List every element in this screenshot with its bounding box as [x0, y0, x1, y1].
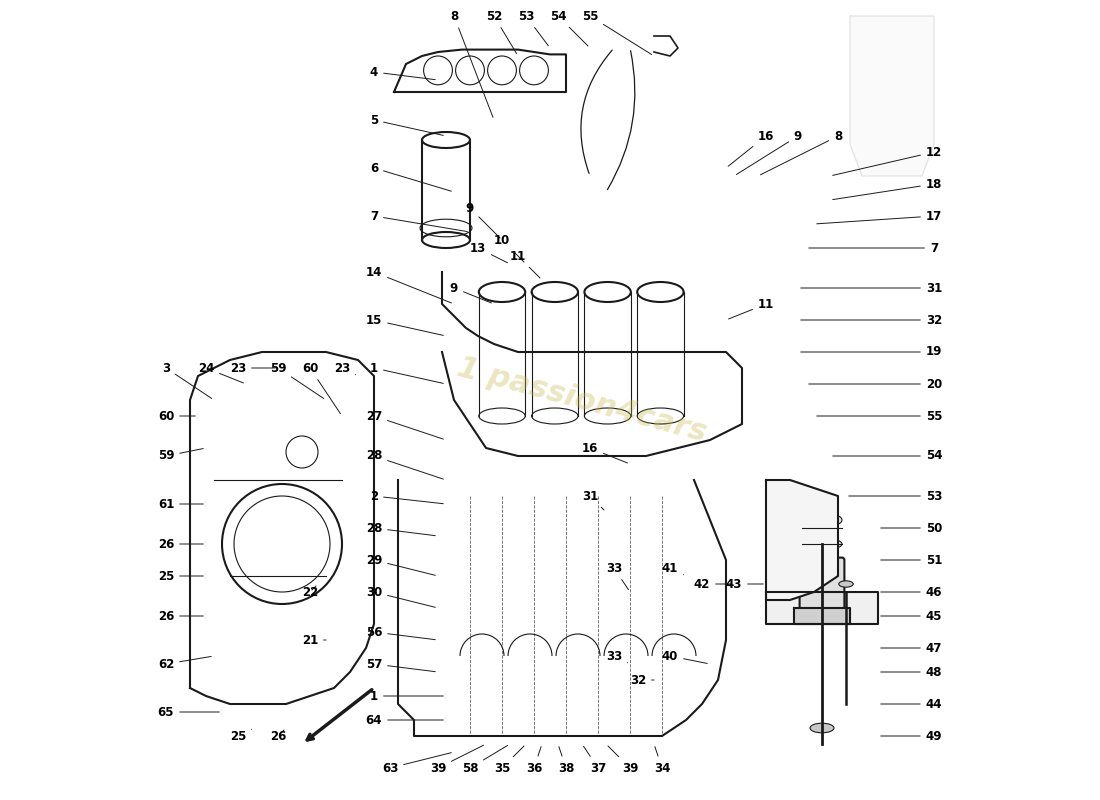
Text: 60: 60 — [157, 410, 195, 422]
Text: 7: 7 — [808, 242, 938, 254]
Text: 11: 11 — [510, 250, 540, 278]
Text: 33: 33 — [606, 650, 627, 662]
Text: 25: 25 — [157, 570, 204, 582]
Text: 2: 2 — [370, 490, 443, 504]
Text: 44: 44 — [881, 698, 943, 710]
Text: 28: 28 — [366, 522, 436, 536]
Text: 62: 62 — [157, 657, 211, 670]
Text: 48: 48 — [881, 666, 943, 678]
Text: 4: 4 — [370, 66, 436, 80]
Text: 1: 1 — [370, 690, 443, 702]
Text: 6: 6 — [370, 162, 451, 191]
Text: 54: 54 — [550, 10, 588, 46]
Text: 21: 21 — [301, 634, 326, 646]
Text: 20: 20 — [808, 378, 942, 390]
Text: 9: 9 — [466, 202, 500, 238]
Text: 45: 45 — [881, 610, 943, 622]
Text: 32: 32 — [630, 674, 654, 686]
Text: 29: 29 — [366, 554, 436, 575]
Text: 55: 55 — [582, 10, 651, 54]
Text: 33: 33 — [606, 562, 628, 590]
Text: 36: 36 — [526, 746, 542, 774]
Ellipse shape — [839, 581, 854, 587]
Text: 57: 57 — [366, 658, 436, 672]
Text: 16: 16 — [582, 442, 627, 463]
Text: 19: 19 — [801, 346, 943, 358]
Text: 52: 52 — [486, 10, 517, 54]
Polygon shape — [794, 608, 850, 624]
Text: 13: 13 — [470, 242, 507, 262]
Text: 9: 9 — [450, 282, 492, 303]
Text: 65: 65 — [157, 706, 219, 718]
Text: 26: 26 — [270, 730, 286, 742]
Text: 59: 59 — [157, 449, 204, 462]
Text: 58: 58 — [462, 746, 507, 774]
Text: 42: 42 — [694, 578, 732, 590]
Text: 1: 1 — [370, 362, 443, 383]
Text: 32: 32 — [801, 314, 942, 326]
Ellipse shape — [802, 538, 842, 550]
Polygon shape — [766, 592, 878, 624]
Text: 3: 3 — [162, 362, 211, 398]
Text: 9: 9 — [736, 130, 802, 174]
Text: 55: 55 — [817, 410, 943, 422]
Text: 31: 31 — [801, 282, 942, 294]
Text: 12: 12 — [833, 146, 942, 175]
Text: 31: 31 — [582, 490, 604, 510]
Text: 46: 46 — [881, 586, 943, 598]
Text: 16: 16 — [728, 130, 774, 166]
Text: 38: 38 — [558, 746, 574, 774]
Text: 47: 47 — [881, 642, 943, 654]
Text: 53: 53 — [518, 10, 548, 46]
Text: 39: 39 — [608, 746, 638, 774]
Text: 23: 23 — [334, 362, 355, 374]
Text: 28: 28 — [366, 450, 443, 479]
Polygon shape — [850, 16, 934, 176]
Text: 50: 50 — [881, 522, 943, 534]
Text: 10: 10 — [494, 234, 524, 262]
Text: 53: 53 — [849, 490, 943, 502]
Text: 30: 30 — [366, 586, 436, 607]
Text: 11: 11 — [728, 298, 774, 319]
Text: 35: 35 — [494, 746, 524, 774]
Text: 41: 41 — [662, 562, 683, 574]
Text: 43: 43 — [726, 578, 763, 590]
Text: 59: 59 — [270, 362, 323, 398]
Text: 26: 26 — [157, 610, 204, 622]
Text: 25: 25 — [230, 730, 252, 742]
Text: 54: 54 — [833, 450, 943, 462]
Text: 61: 61 — [157, 498, 204, 510]
Text: 24: 24 — [198, 362, 243, 383]
Text: 1 passion4cars: 1 passion4cars — [454, 353, 710, 447]
Polygon shape — [766, 480, 838, 600]
Text: 56: 56 — [365, 626, 436, 640]
Text: 8: 8 — [760, 130, 843, 174]
Text: 7: 7 — [370, 210, 468, 231]
Text: 15: 15 — [366, 314, 443, 335]
Text: 37: 37 — [583, 746, 606, 774]
Text: 40: 40 — [662, 650, 707, 663]
Text: 14: 14 — [366, 266, 451, 303]
Text: 34: 34 — [653, 746, 670, 774]
FancyBboxPatch shape — [800, 558, 845, 610]
Ellipse shape — [802, 513, 842, 527]
Text: 5: 5 — [370, 114, 443, 135]
Text: 26: 26 — [157, 538, 204, 550]
Text: 39: 39 — [430, 746, 484, 774]
Text: 18: 18 — [833, 178, 943, 199]
Text: 23: 23 — [230, 362, 275, 374]
Text: 64: 64 — [365, 714, 443, 726]
Text: 8: 8 — [450, 10, 493, 118]
Text: 51: 51 — [881, 554, 943, 566]
Text: 17: 17 — [817, 210, 942, 224]
Text: 22: 22 — [301, 586, 318, 598]
Text: 49: 49 — [881, 730, 943, 742]
Text: 27: 27 — [366, 410, 443, 439]
Ellipse shape — [813, 516, 830, 524]
Ellipse shape — [810, 723, 834, 733]
Text: 63: 63 — [382, 753, 451, 774]
Text: 60: 60 — [301, 362, 341, 414]
